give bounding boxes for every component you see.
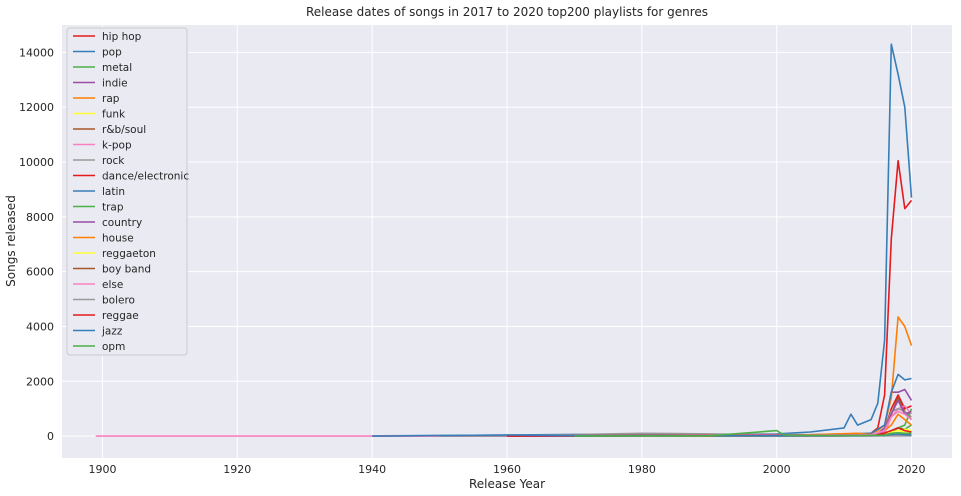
y-tick-label: 0 [47, 430, 54, 443]
legend-label: funk [102, 109, 126, 121]
legend-items: hip hop pop metal indie rap funk r&b/soul k-pop… [73, 31, 189, 353]
series-lines [95, 43, 913, 437]
legend-label: pop [102, 47, 122, 59]
legend-label: country [102, 217, 142, 229]
legend-label: reggae [102, 310, 139, 322]
y-tick-label: 12000 [19, 101, 54, 114]
legend-label: metal [102, 62, 132, 74]
legend-label: house [102, 233, 134, 245]
y-tick-label: 14000 [19, 46, 54, 59]
legend-label: else [102, 279, 123, 291]
legend-label: dance/electronic [102, 171, 189, 183]
x-tick-label: 1940 [358, 463, 386, 476]
x-tick-label: 2000 [763, 463, 791, 476]
legend-label: rock [102, 155, 125, 167]
legend-label: r&b/soul [102, 124, 146, 136]
legend-label: bolero [102, 295, 135, 307]
x-tick-label: 1900 [88, 463, 116, 476]
x-tick-label: 1920 [223, 463, 251, 476]
legend-label: k-pop [102, 140, 132, 152]
x-axis-ticks: 1900 1920 1940 1960 1980 2000 2020 [88, 463, 925, 476]
chart-title: Release dates of songs in 2017 to 2020 t… [306, 5, 708, 19]
x-tick-label: 1960 [493, 463, 521, 476]
y-tick-label: 2000 [26, 375, 54, 388]
legend-label: hip hop [102, 31, 142, 43]
legend-label: indie [102, 78, 128, 90]
legend-label: opm [102, 341, 125, 353]
x-tick-label: 1980 [628, 463, 656, 476]
legend-label: trap [102, 202, 124, 214]
legend-label: jazz [101, 326, 123, 338]
x-tick-label: 2020 [898, 463, 926, 476]
legend-box [66, 27, 188, 356]
y-axis-label: Songs released [4, 195, 18, 287]
legend: hip hop pop metal indie rap funk r&b/soul k-pop… [66, 27, 189, 356]
legend-label: boy band [102, 264, 151, 276]
series-line-19 [372, 433, 912, 437]
y-axis-ticks: 0 2000 4000 6000 8000 10000 12000 14000 [19, 46, 54, 443]
y-tick-label: 4000 [26, 320, 54, 333]
series-line-20 [574, 429, 912, 437]
legend-label: rap [102, 93, 120, 105]
y-tick-label: 10000 [19, 156, 54, 169]
y-tick-label: 6000 [26, 266, 54, 279]
x-axis-label: Release Year [469, 477, 545, 491]
legend-label: latin [102, 186, 125, 198]
y-tick-label: 8000 [26, 211, 54, 224]
legend-label: reggaeton [102, 248, 156, 260]
